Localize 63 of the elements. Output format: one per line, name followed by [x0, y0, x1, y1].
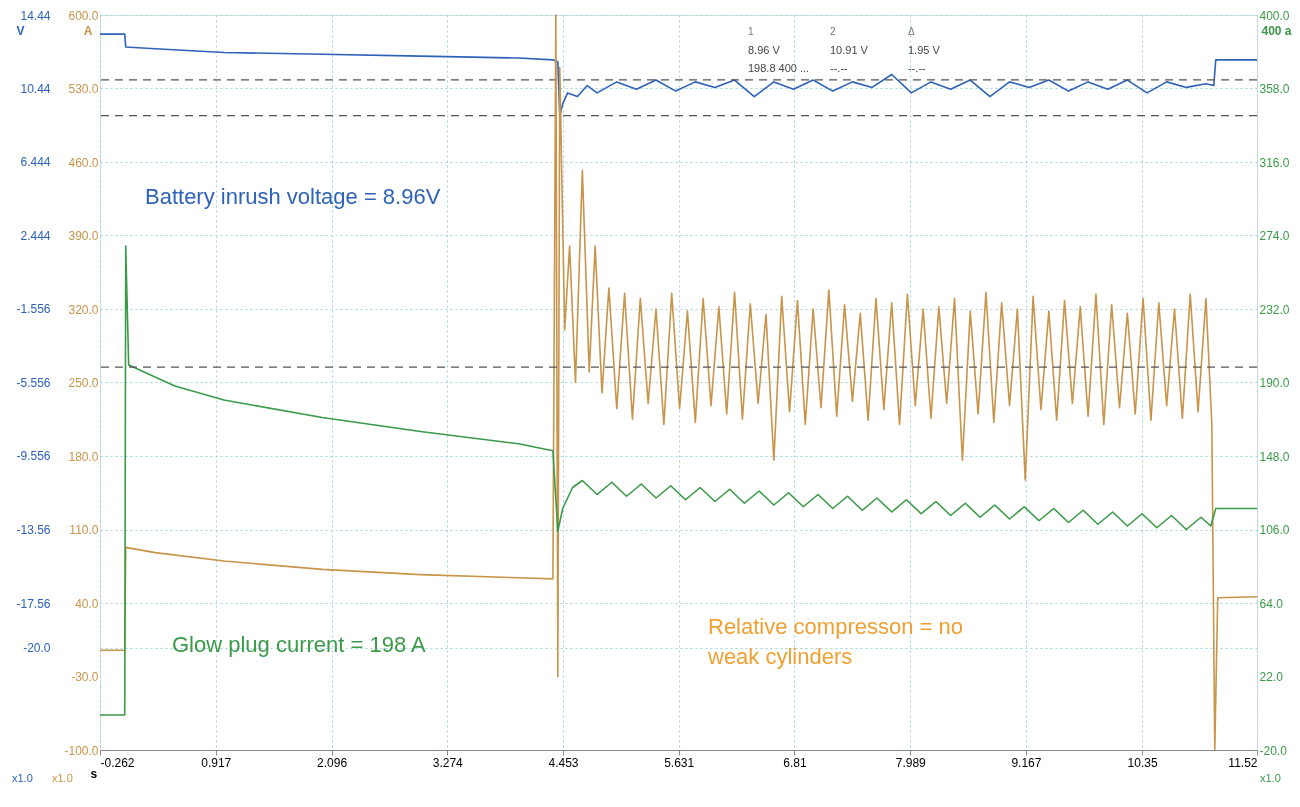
- y3-tick-label: 600.0: [68, 8, 99, 23]
- x-tick-label: 7.989: [895, 755, 927, 770]
- x-tick-label: 6.81: [783, 755, 807, 770]
- y2-tick-label: 22.0: [1259, 670, 1284, 684]
- line-series: [99, 245, 1258, 716]
- x-tick-label: 5.631: [664, 755, 695, 770]
- y-tick-label: -5.556: [16, 375, 51, 390]
- y-tick-label: -13.56: [16, 523, 51, 537]
- x-tick-label: 2.096: [317, 755, 348, 770]
- y-tick-label: 2.444: [20, 228, 51, 243]
- text: x1.0: [52, 772, 73, 784]
- y2-tick-label: 400.0: [1259, 8, 1290, 23]
- y-tick-label: -1.556: [16, 302, 51, 317]
- annotation: 8.96 V: [748, 44, 781, 56]
- annotation: 198.8 400 ...: [748, 62, 810, 74]
- y3-tick-label: 530.0: [68, 82, 99, 96]
- y-axis-title: V: [16, 23, 25, 38]
- x-tick-label: 10.35: [1127, 755, 1158, 770]
- x-tick-label: 11.52: [1228, 755, 1258, 770]
- y3-tick-label: -30.0: [71, 670, 99, 684]
- x-tick-label: -0.262: [100, 755, 135, 770]
- text: x1.0: [12, 772, 33, 784]
- y2-tick-label: 106.0: [1259, 523, 1290, 537]
- y-tick-label: 6.444: [20, 155, 51, 170]
- y3-tick-label: 180.0: [68, 449, 99, 464]
- annotation: Relative compresson = no weak cylinders: [707, 614, 963, 669]
- y3-tick-label: 460.0: [68, 155, 99, 170]
- annotation: 1: [748, 26, 754, 37]
- y2-tick-label: 358.0: [1259, 82, 1290, 96]
- y3-axis-title: A: [83, 23, 93, 38]
- y-tick-label: 10.44: [20, 82, 51, 96]
- y3-tick-label: 110.0: [69, 523, 99, 537]
- x-tick-label: 3.274: [432, 755, 464, 770]
- annotation: 1.95 V: [908, 44, 941, 56]
- y2-tick-label: -20.0: [1259, 743, 1288, 758]
- annotation: --.--: [830, 62, 849, 74]
- y2-tick-label: 232.0: [1259, 302, 1290, 317]
- annotation: 10.91 V: [830, 44, 869, 56]
- y2-tick-label: 64.0: [1259, 596, 1284, 611]
- x-tick-label: 9.167: [1011, 755, 1042, 770]
- annotation: --.--: [908, 62, 927, 74]
- x-tick-label: 0.917: [201, 755, 232, 770]
- y2-tick-label: 274.0: [1259, 229, 1290, 243]
- y3-tick-label: 390.0: [68, 229, 99, 243]
- y3-tick-label: -100.0: [64, 743, 99, 758]
- y3-tick-label: 320.0: [68, 302, 99, 317]
- y-tick-label: -20.0: [23, 641, 51, 656]
- y3-tick-label: 40.0: [75, 596, 99, 611]
- annotation: Δ: [908, 26, 915, 37]
- y2-axis-title: 400 a: [1261, 23, 1292, 38]
- annotation: Battery inrush voltage = 8.96V: [145, 184, 441, 209]
- y-tick-label: 14.44: [20, 8, 51, 23]
- annotation: 2: [830, 26, 836, 37]
- y2-tick-label: 148.0: [1259, 449, 1290, 464]
- y-tick-label: -9.556: [16, 449, 51, 464]
- text: x1.0: [1260, 772, 1281, 784]
- annotation: Glow plug current = 198 A: [172, 632, 427, 657]
- y-tick-label: -17.56: [16, 596, 51, 611]
- y3-tick-label: 250.0: [68, 376, 99, 390]
- y2-tick-label: 190.0: [1259, 376, 1290, 390]
- x-axis-title: s: [90, 766, 98, 781]
- y2-tick-label: 316.0: [1259, 155, 1290, 170]
- x-tick-label: 4.453: [548, 755, 579, 770]
